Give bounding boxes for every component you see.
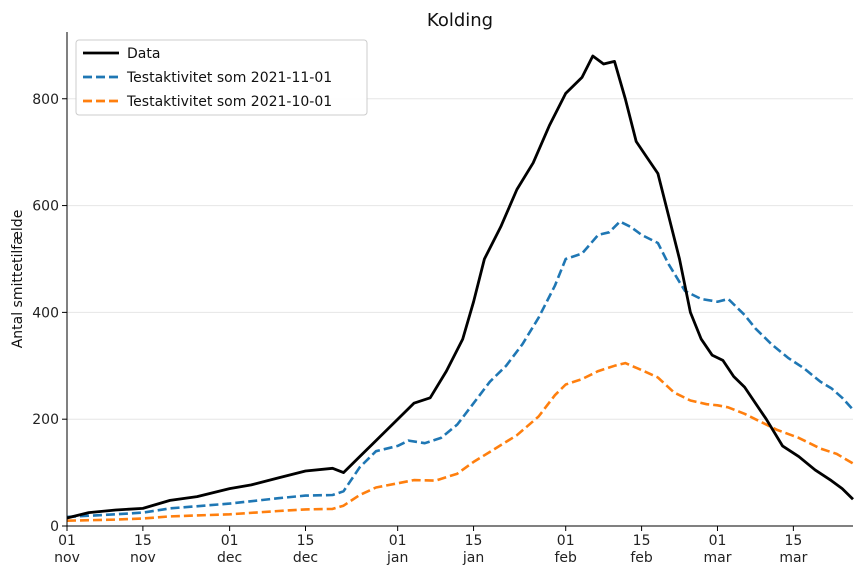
legend-box [75, 39, 368, 116]
series-line-1 [66, 220, 854, 519]
y-tick-label: 800 [32, 92, 59, 108]
chart-title: Kolding [427, 10, 493, 31]
x-tick-label: dec [217, 550, 242, 566]
y-tick-label: 400 [32, 305, 59, 321]
x-tick-label: 01 [58, 533, 76, 549]
y-tick-label: 200 [32, 412, 59, 428]
y-ticks: 0 200 400 600 800 [32, 92, 67, 535]
grid [67, 98, 853, 420]
y-axis-label: Antal smittetilfælde [10, 210, 26, 349]
legend-label: Data [127, 46, 160, 62]
x-tick-label: 01 [221, 533, 239, 549]
x-tick-label: mar [703, 550, 731, 566]
x-tick-label: nov [130, 550, 156, 566]
x-ticks: 01nov15nov01dec15dec01jan15jan01feb15feb… [54, 526, 808, 566]
x-tick-label: 01 [709, 533, 727, 549]
series-line-2 [66, 361, 854, 522]
y-tick-label: 600 [32, 199, 59, 215]
legend-label: Testaktivitet som 2021-11-01 [126, 70, 332, 86]
x-tick-label: mar [779, 550, 807, 566]
series-layer [66, 54, 854, 522]
series-line-0 [66, 54, 854, 520]
x-tick-label: nov [54, 550, 80, 566]
x-tick-label: 15 [297, 533, 315, 549]
x-tick-label: feb [630, 550, 653, 566]
x-tick-label: jan [462, 550, 484, 566]
x-tick-label: feb [554, 550, 577, 566]
legend: Data Testaktivitet som 2021-11-01 Testakti… [75, 39, 368, 116]
x-tick-label: 15 [465, 533, 483, 549]
x-tick-label: 15 [784, 533, 802, 549]
x-tick-label: 15 [633, 533, 651, 549]
y-tick-label: 0 [50, 519, 59, 535]
x-tick-label: jan [386, 550, 408, 566]
x-tick-label: 01 [557, 533, 575, 549]
x-tick-label: 01 [389, 533, 407, 549]
x-tick-label: dec [293, 550, 318, 566]
legend-label: Testaktivitet som 2021-10-01 [126, 94, 332, 110]
x-tick-label: 15 [134, 533, 152, 549]
axes [66, 32, 853, 527]
